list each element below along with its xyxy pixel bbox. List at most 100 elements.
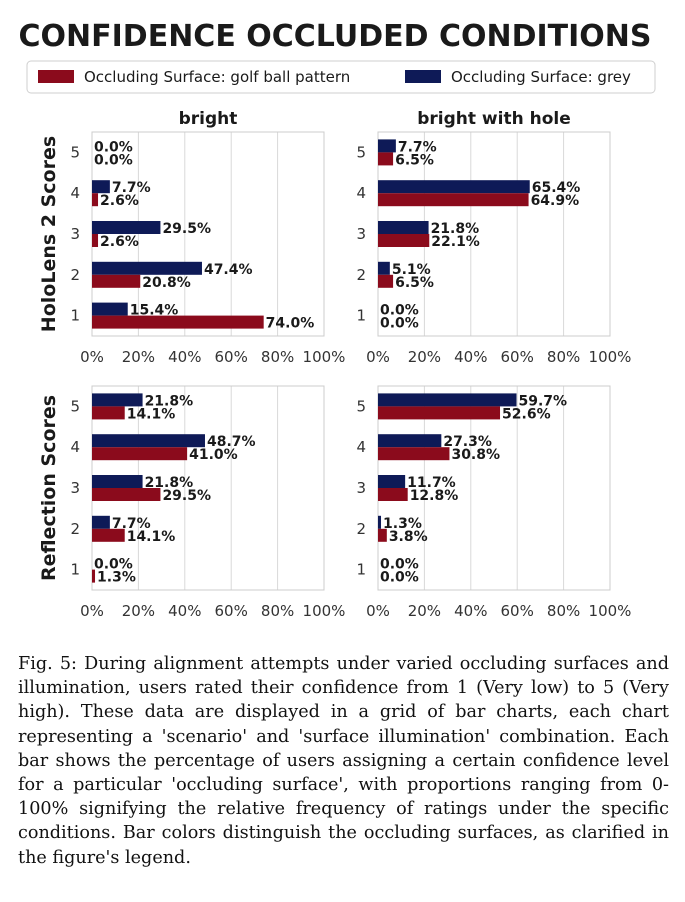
data-label: 21.8% (431, 221, 480, 237)
data-label: 11.7% (407, 475, 456, 491)
legend: Occluding Surface: golf ball pattern Occ… (26, 60, 656, 94)
data-label: 30.8% (451, 447, 500, 463)
data-label: 2.6% (100, 193, 139, 209)
data-label: 21.8% (145, 475, 194, 491)
y-tick-label: 1 (70, 307, 80, 325)
bar (378, 274, 394, 288)
y-tick-label: 2 (356, 520, 366, 538)
bar (378, 221, 429, 234)
y-tick-label: 4 (70, 438, 80, 456)
bar (92, 447, 188, 461)
data-label: 0.0% (380, 570, 419, 586)
y-tick-label: 3 (356, 225, 366, 243)
data-label: 74.0% (266, 316, 315, 332)
data-label: 0.0% (380, 303, 419, 319)
y-tick-label: 2 (356, 266, 366, 284)
bar (378, 393, 517, 407)
data-label: 5.1% (392, 262, 431, 278)
y-tick-label: 1 (70, 561, 80, 579)
bar (378, 447, 450, 461)
legend-swatch-grey (405, 70, 441, 83)
x-tick-label: 20% (408, 348, 441, 366)
bar (92, 488, 161, 501)
bar (92, 302, 128, 316)
panel-title: bright with hole (417, 109, 571, 129)
x-tick-label: 100% (303, 602, 346, 620)
data-label: 7.7% (112, 516, 151, 532)
x-tick-label: 40% (168, 602, 201, 620)
data-label: 6.5% (395, 152, 434, 168)
confidence-figure: CONFIDENCE OCCLUDED CONDITIONS Occluding… (19, 19, 656, 620)
x-tick-label: 40% (168, 348, 201, 366)
data-label: 14.1% (127, 529, 176, 545)
y-tick-label: 4 (356, 438, 366, 456)
bar (378, 515, 382, 529)
x-tick-label: 0% (80, 602, 104, 620)
bar (378, 261, 390, 275)
x-tick-label: 0% (366, 348, 390, 366)
data-label: 41.0% (189, 447, 238, 463)
chart-panel-1: 0% 20% 40% 60% 80% 100% bright HoloLens 2 Score… (38, 109, 345, 366)
x-tick-label: 60% (215, 348, 248, 366)
x-tick-label: 20% (122, 348, 155, 366)
y-tick-label: 1 (356, 307, 366, 325)
x-tick-label: 100% (589, 348, 632, 366)
legend-label-grey: Occluding Surface: grey (451, 68, 631, 86)
bar (92, 515, 110, 529)
bar (378, 406, 501, 420)
data-label: 2.6% (100, 234, 139, 250)
figure-title: CONFIDENCE OCCLUDED CONDITIONS (19, 19, 652, 54)
row-label: HoloLens 2 Scores (38, 136, 60, 332)
legend-swatch-golf-ball (38, 70, 74, 83)
data-label: 3.8% (389, 529, 428, 545)
data-label: 22.1% (431, 234, 480, 250)
bar (92, 193, 99, 207)
y-tick-label: 5 (70, 397, 80, 415)
y-tick-label: 1 (356, 561, 366, 579)
bar (92, 234, 99, 247)
y-tick-label: 3 (70, 225, 80, 243)
figure-caption: Fig. 5: During alignment attempts under … (18, 654, 669, 868)
x-tick-label: 100% (589, 602, 632, 620)
chart-panel-4: 0% 20% 40% 60% 80% 100% 5 59.7%52.6% 4 27.3%30.8%… (356, 385, 632, 620)
bar (92, 528, 125, 542)
plot-area (378, 386, 610, 590)
data-label: 20.8% (142, 275, 191, 291)
x-tick-label: 40% (454, 348, 487, 366)
bar (92, 180, 110, 194)
bar (378, 139, 396, 153)
bar (92, 393, 143, 407)
x-tick-label: 20% (408, 602, 441, 620)
bar (92, 434, 205, 448)
y-tick-label: 4 (70, 184, 80, 202)
data-label: 0.0% (94, 557, 133, 573)
data-label: 15.4% (130, 303, 179, 319)
data-label: 0.0% (94, 152, 133, 168)
data-label: 21.8% (145, 393, 194, 409)
data-label: 65.4% (532, 180, 581, 196)
data-label: 48.7% (207, 434, 256, 450)
y-tick-label: 2 (70, 266, 80, 284)
y-tick-label: 3 (70, 479, 80, 497)
bar (378, 434, 442, 448)
bar (378, 528, 387, 542)
x-tick-label: 0% (80, 348, 104, 366)
y-tick-label: 5 (356, 397, 366, 415)
data-label: 47.4% (204, 262, 253, 278)
data-label: 12.8% (410, 488, 459, 504)
data-label: 6.5% (395, 275, 434, 291)
x-tick-label: 100% (303, 348, 346, 366)
bar (378, 234, 430, 247)
bar (92, 221, 161, 234)
data-label: 7.7% (112, 180, 151, 196)
data-label: 1.3% (97, 570, 136, 586)
data-label: 14.1% (127, 406, 176, 422)
x-tick-label: 60% (501, 348, 534, 366)
y-tick-label: 3 (356, 479, 366, 497)
bar (92, 315, 264, 329)
data-label: 27.3% (443, 434, 492, 450)
x-tick-label: 80% (547, 602, 580, 620)
data-label: 7.7% (398, 139, 437, 155)
